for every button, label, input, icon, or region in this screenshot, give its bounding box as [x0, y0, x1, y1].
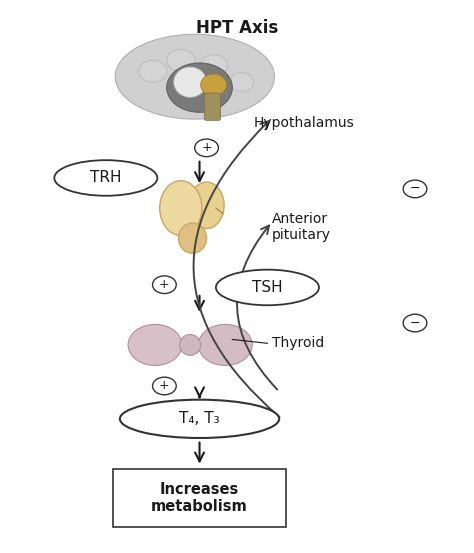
- Ellipse shape: [115, 34, 274, 119]
- FancyBboxPatch shape: [204, 93, 220, 121]
- Text: −: −: [410, 316, 420, 330]
- FancyArrowPatch shape: [237, 226, 277, 389]
- FancyBboxPatch shape: [113, 469, 286, 527]
- Text: HPT Axis: HPT Axis: [196, 19, 278, 37]
- Ellipse shape: [167, 63, 232, 112]
- Ellipse shape: [216, 270, 319, 305]
- Ellipse shape: [189, 182, 224, 228]
- Ellipse shape: [138, 60, 167, 82]
- Ellipse shape: [201, 74, 227, 96]
- Ellipse shape: [200, 55, 228, 77]
- Ellipse shape: [120, 400, 279, 438]
- Text: +: +: [159, 379, 170, 393]
- Text: +: +: [159, 278, 170, 291]
- Ellipse shape: [128, 325, 182, 366]
- Ellipse shape: [198, 325, 252, 366]
- Ellipse shape: [180, 335, 201, 356]
- Text: T₄, T₃: T₄, T₃: [179, 411, 220, 426]
- Text: Anterior
pituitary: Anterior pituitary: [272, 212, 331, 242]
- Ellipse shape: [167, 49, 195, 71]
- Text: TRH: TRH: [90, 170, 122, 185]
- Text: −: −: [410, 182, 420, 195]
- Text: Hypothalamus: Hypothalamus: [254, 116, 354, 130]
- Ellipse shape: [160, 181, 202, 236]
- FancyArrowPatch shape: [193, 121, 279, 417]
- Ellipse shape: [230, 72, 254, 92]
- Ellipse shape: [55, 160, 157, 196]
- Ellipse shape: [174, 67, 207, 97]
- Ellipse shape: [178, 223, 207, 253]
- Text: Increases
metabolism: Increases metabolism: [151, 482, 248, 514]
- Text: +: +: [201, 142, 212, 154]
- Text: TSH: TSH: [252, 280, 283, 295]
- Text: Thyroid: Thyroid: [272, 336, 324, 350]
